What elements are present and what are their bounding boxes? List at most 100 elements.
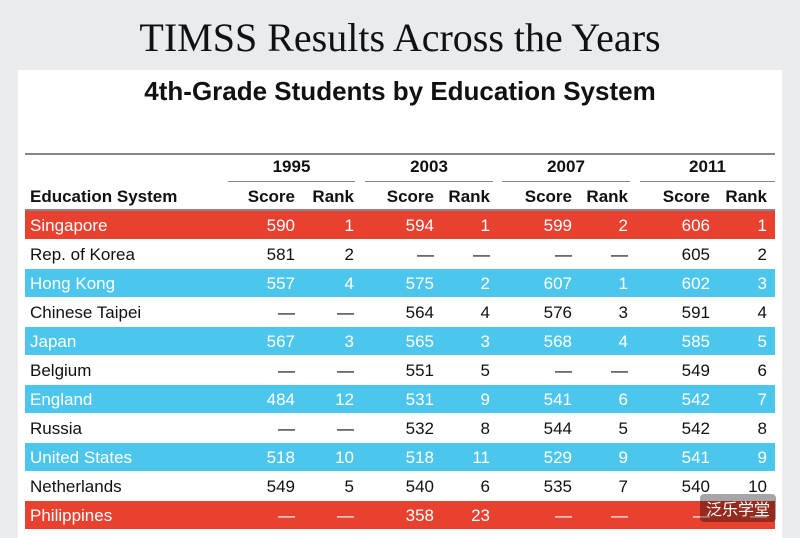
table-cell: 2: [344, 245, 354, 264]
table-cell: 4: [618, 332, 628, 351]
table-cell: 2: [618, 216, 628, 235]
table-row: Hong Kong 557 4 575 2 607 1 602 3: [25, 269, 775, 297]
table-cell: 23: [471, 506, 490, 525]
year-header: 2011: [689, 157, 726, 176]
table-cell: 532: [405, 419, 434, 438]
row-label: United States: [30, 448, 133, 467]
row-label: England: [30, 390, 93, 409]
table-cell: —: [337, 506, 354, 525]
table-cell: 518: [266, 448, 295, 467]
table-cell: 358: [405, 506, 434, 525]
row-label: Philippines: [30, 506, 113, 525]
table-cell: 549: [681, 361, 710, 380]
column-header: Rank: [312, 187, 354, 206]
table-cell: 6: [757, 361, 767, 380]
table-cell: 542: [681, 390, 710, 409]
table-cell: 549: [266, 477, 295, 496]
table-cell: 540: [681, 477, 710, 496]
table-cell: 590: [266, 216, 295, 235]
year-header: 2003: [410, 157, 448, 176]
row-label: Hong Kong: [30, 274, 116, 293]
table-cell: 535: [543, 477, 572, 496]
table-cell: 484: [266, 390, 295, 409]
column-header: Score: [247, 187, 295, 206]
table-cell: 6: [618, 390, 628, 409]
table-cell: 8: [480, 419, 490, 438]
table-cell: —: [555, 245, 572, 264]
table-cell: 568: [543, 332, 572, 351]
row-label: Singapore: [30, 216, 108, 235]
column-header: Score: [524, 187, 572, 206]
table-cell: 551: [405, 361, 434, 380]
table-row: United States 518 10 518 11 529 9 541 9: [25, 443, 775, 471]
table-cell: 7: [618, 477, 628, 496]
table-row: Japan 567 3 565 3 568 4 585 5: [25, 327, 775, 355]
table-row: Belgium — — 551 5 — — 549 6: [25, 356, 775, 384]
table-cell: 7: [757, 390, 767, 409]
year-rule: [228, 181, 355, 182]
year-rule: [365, 181, 493, 182]
table-cell: —: [555, 361, 572, 380]
column-header: Rank: [725, 187, 767, 206]
table-cell: 2: [757, 245, 767, 264]
table-cell: 541: [681, 448, 710, 467]
row-label: Russia: [30, 419, 82, 438]
table-cell: 529: [543, 448, 572, 467]
table-cell: 531: [405, 390, 434, 409]
table-cell: 4: [480, 303, 490, 322]
table-cell: 1: [480, 216, 490, 235]
table-cell: 2: [480, 274, 490, 293]
table-cell: 599: [543, 216, 572, 235]
row-label: Chinese Taipei: [30, 303, 142, 322]
table-cell: 5: [757, 332, 767, 351]
table-cell: 10: [335, 448, 354, 467]
table-title: 4th-Grade Students by Education System: [144, 76, 656, 106]
table-cell: 9: [480, 390, 490, 409]
table-cell: 602: [681, 274, 710, 293]
table-cell: 591: [681, 303, 710, 322]
column-header: Score: [386, 187, 434, 206]
table-cell: 11: [472, 448, 490, 467]
slide-title: TIMSS Results Across the Years: [139, 15, 661, 60]
table-row: Russia — — 532 8 544 5 542 8: [25, 414, 775, 442]
table-cell: —: [611, 506, 628, 525]
table-cell: 5: [618, 419, 628, 438]
table-cell: —: [693, 506, 710, 525]
year-rule: [640, 181, 775, 182]
row-label: Belgium: [30, 361, 92, 380]
table-cell: 594: [405, 216, 434, 235]
table-cell: 8: [757, 419, 767, 438]
watermark: 泛乐学堂: [699, 494, 776, 522]
table-cell: 605: [681, 245, 710, 264]
table-cell: 567: [266, 332, 295, 351]
table-row: Singapore 590 1 594 1 599 2 606 1: [25, 211, 775, 239]
table-cell: —: [611, 361, 628, 380]
table-cell: 576: [543, 303, 572, 322]
table-row: England 484 12 531 9 541 6 542 7: [25, 385, 775, 413]
table-cell: 9: [757, 448, 767, 467]
table-cell: —: [278, 303, 295, 322]
table-cell: —: [278, 419, 295, 438]
table-cell: 12: [335, 390, 354, 409]
table-cell: 581: [266, 245, 295, 264]
table-cell: —: [417, 245, 434, 264]
table-cell: 1: [344, 216, 354, 235]
table-cell: 565: [405, 332, 434, 351]
table-row: Chinese Taipei — — 564 4 576 3 591 4: [25, 298, 775, 326]
table-cell: —: [278, 506, 295, 525]
table-cell: —: [750, 506, 767, 525]
table-cell: 1: [757, 216, 767, 235]
table-cell: 3: [618, 303, 628, 322]
table-cell: 1: [618, 274, 628, 293]
row-header: Education System: [30, 187, 178, 206]
column-header: Rank: [448, 187, 490, 206]
table-cell: —: [337, 361, 354, 380]
table-cell: —: [473, 245, 490, 264]
row-label: Netherlands: [30, 477, 122, 496]
table-cell: 4: [344, 274, 354, 293]
column-header: Rank: [586, 187, 628, 206]
table-cell: —: [337, 419, 354, 438]
table-cell: 606: [681, 216, 710, 235]
table-row: Netherlands 549 5 540 6 535 7 540 10: [25, 472, 775, 500]
table-cell: —: [278, 361, 295, 380]
